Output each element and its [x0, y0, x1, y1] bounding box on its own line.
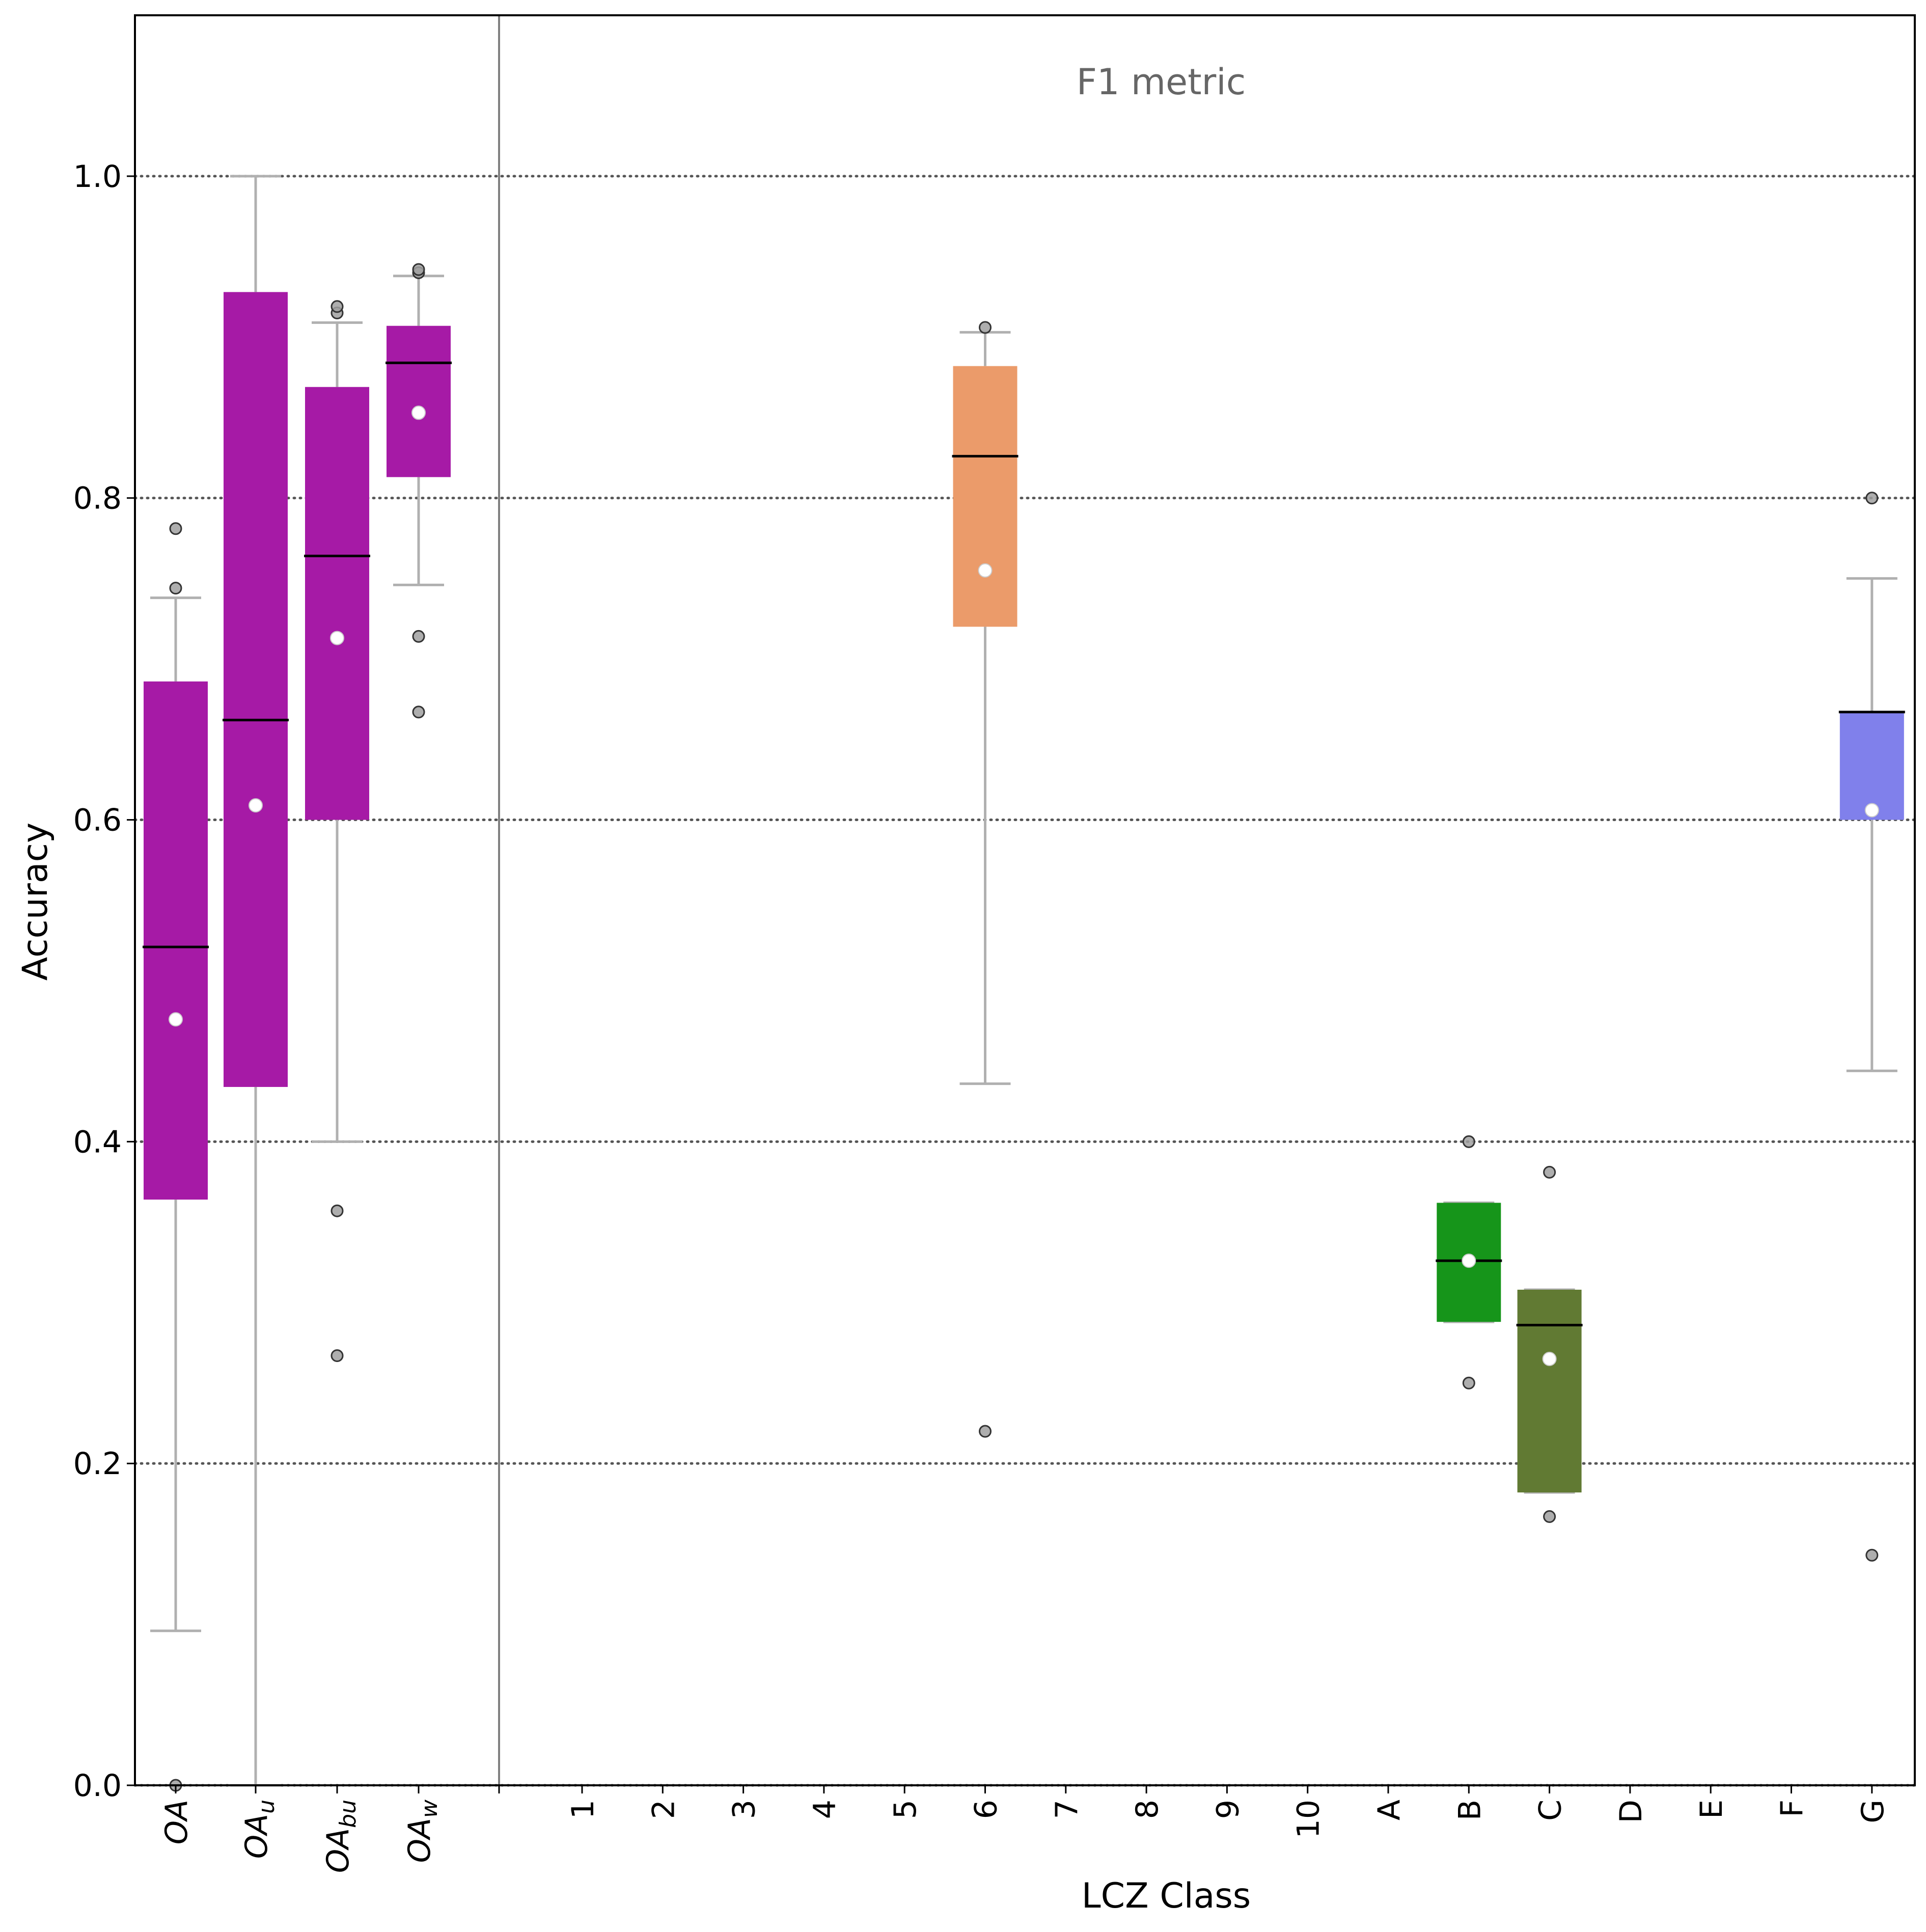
lcz-g-box-group	[1838, 492, 1905, 1562]
oa-mean-marker	[169, 1012, 183, 1027]
oa-bu-outlier-point	[331, 300, 344, 313]
lcz-g-box	[1839, 712, 1904, 820]
oa-u-x-label-main: OA	[239, 1814, 274, 1859]
lcz-x-label-a: A	[1371, 1800, 1407, 1820]
lcz-x-label-b: B	[1452, 1800, 1488, 1820]
oa-box-group	[143, 522, 209, 1792]
oa-bu-outlier-point	[331, 1204, 344, 1217]
lcz-6-box-group	[952, 321, 1019, 1438]
lcz-c-mean-marker	[1542, 1351, 1557, 1366]
lcz-x-label-6: 6	[969, 1800, 1004, 1819]
box-series	[143, 175, 1905, 1792]
lcz-x-label-5: 5	[888, 1800, 923, 1819]
oa-box	[144, 681, 208, 1200]
lcz-b-mean-marker	[1462, 1254, 1476, 1268]
oa-w-outlier-point	[412, 630, 425, 643]
oa-u-x-label: OAu	[239, 1800, 280, 1859]
lcz-c-outlier-point	[1543, 1510, 1556, 1523]
y-tick-label: 0.4	[73, 1124, 122, 1160]
oa-w-x-label-main: OA	[402, 1818, 437, 1863]
oa-u-box	[224, 292, 288, 1087]
oa-w-box	[387, 325, 451, 477]
lcz-x-label-1: 1	[565, 1800, 601, 1819]
lcz-x-label-e: E	[1694, 1800, 1729, 1819]
oa-w-mean-marker	[411, 405, 426, 420]
lcz-6-mean-marker	[978, 563, 993, 578]
oa-bu-x-label-subscript: bu	[335, 1800, 361, 1828]
y-tick-label: 0.2	[73, 1446, 122, 1482]
oa-outlier-point	[169, 522, 182, 535]
lcz-c-outlier-point	[1543, 1165, 1556, 1179]
oa-bu-box	[305, 387, 369, 820]
lcz-g-mean-marker	[1864, 803, 1879, 818]
y-axis-title: Accuracy	[15, 823, 56, 981]
lcz-x-label-3: 3	[727, 1800, 762, 1819]
lcz-x-label-2: 2	[646, 1800, 681, 1819]
y-tick-label: 1.0	[73, 159, 122, 195]
plot-frame	[134, 14, 1916, 1786]
lcz-6-outlier-point	[979, 1425, 992, 1438]
chart-title: F1 metric	[1077, 61, 1246, 103]
oa-u-box-group	[223, 175, 289, 1787]
oa-bu-outlier-point	[331, 1349, 344, 1363]
oa-x-label-main: OA	[159, 1800, 195, 1844]
lcz-g-outlier-point	[1865, 492, 1879, 505]
lcz-6-box	[953, 366, 1017, 627]
lcz-b-outlier-point	[1462, 1135, 1475, 1148]
lcz-x-label-9: 9	[1210, 1800, 1246, 1819]
oa-bu-mean-marker	[330, 631, 344, 645]
oa-w-x-label-subscript: w	[417, 1799, 443, 1818]
oa-u-x-label-subscript: u	[254, 1800, 280, 1814]
oa-bu-x-label: OAbu	[320, 1800, 361, 1873]
lcz-b-box-group	[1436, 1135, 1502, 1390]
lcz-x-label-8: 8	[1130, 1800, 1165, 1819]
y-tick-label: 0.6	[73, 803, 122, 838]
oa-w-outlier-point	[412, 263, 425, 276]
oa-w-outlier-point	[412, 705, 425, 719]
lcz-x-label-c: C	[1533, 1800, 1569, 1821]
y-tick-label: 0.8	[73, 481, 122, 516]
lcz-c-box-group	[1516, 1165, 1583, 1523]
oa-outlier-point	[169, 582, 182, 595]
lcz-6-outlier-point	[979, 321, 992, 334]
y-tick-label: 0.0	[73, 1768, 122, 1804]
lcz-x-label-d: D	[1613, 1800, 1649, 1823]
lcz-c-box	[1517, 1290, 1582, 1493]
oa-bu-box-group	[304, 300, 370, 1363]
lcz-x-label-10: 10	[1291, 1800, 1327, 1838]
lcz-x-label-f: F	[1775, 1800, 1810, 1817]
oa-w-box-group	[386, 263, 452, 719]
oa-bu-x-label-main: OA	[320, 1828, 356, 1873]
oa-x-label: OA	[159, 1800, 195, 1844]
oa-u-mean-marker	[249, 798, 263, 813]
lcz-x-label-7: 7	[1049, 1800, 1085, 1819]
lcz-b-outlier-point	[1462, 1376, 1475, 1390]
lcz-g-outlier-point	[1865, 1548, 1879, 1562]
x-axis-title: LCZ Class	[1082, 1876, 1251, 1916]
oa-w-x-label: OAw	[402, 1799, 443, 1863]
lcz-x-label-4: 4	[807, 1800, 843, 1819]
lcz-x-label-g: G	[1855, 1800, 1891, 1824]
